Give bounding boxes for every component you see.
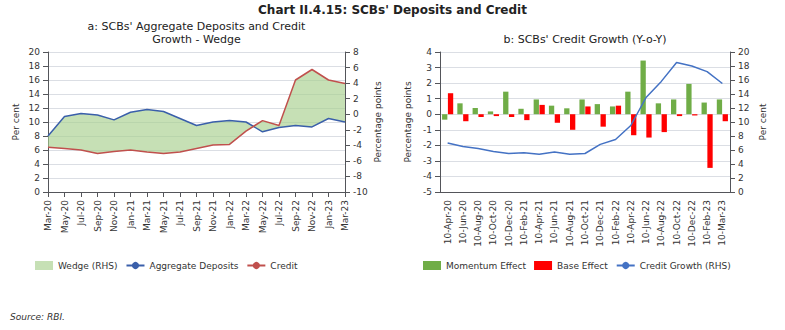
svg-text:4: 4: [738, 159, 744, 169]
svg-text:Wedge (RHS): Wedge (RHS): [58, 261, 118, 271]
svg-text:10-Oct-21: 10-Oct-21: [580, 200, 590, 245]
svg-text:8: 8: [353, 47, 359, 57]
svg-text:May-20: May-20: [60, 200, 70, 233]
svg-text:10-Apr-21: 10-Apr-21: [534, 200, 544, 244]
svg-text:6: 6: [34, 145, 40, 155]
svg-text:Credit: Credit: [270, 261, 298, 271]
svg-text:0: 0: [353, 109, 359, 119]
svg-text:Sep-21: Sep-21: [192, 200, 202, 232]
svg-text:10-Feb-22: 10-Feb-22: [611, 200, 621, 245]
svg-text:Nov-20: Nov-20: [109, 200, 119, 232]
svg-text:16: 16: [738, 75, 750, 85]
svg-text:12: 12: [738, 103, 749, 113]
svg-text:12: 12: [29, 103, 40, 113]
svg-text:2: 2: [426, 78, 432, 88]
svg-text:8: 8: [34, 131, 40, 141]
svg-text:-4: -4: [423, 171, 432, 181]
svg-text:10-Aug-20: 10-Aug-20: [473, 200, 483, 247]
svg-text:14: 14: [29, 89, 41, 99]
svg-text:4: 4: [353, 78, 359, 88]
svg-text:10-Oct-22: 10-Oct-22: [672, 200, 682, 245]
svg-text:10-Jun-22: 10-Jun-22: [641, 200, 651, 244]
svg-text:20: 20: [29, 47, 41, 57]
svg-text:10-Aug-22: 10-Aug-22: [656, 200, 666, 247]
svg-text:Jul-21: Jul-21: [175, 200, 185, 227]
svg-text:-8: -8: [353, 171, 362, 181]
svg-text:May-22: May-22: [258, 200, 268, 233]
svg-text:Mar-20: Mar-20: [43, 200, 53, 231]
svg-text:10-Jun-20: 10-Jun-20: [458, 200, 468, 244]
svg-text:2: 2: [738, 173, 744, 183]
svg-text:20: 20: [738, 47, 750, 57]
svg-text:b: SCBs' Credit Growth (Y-o-Y): b: SCBs' Credit Growth (Y-o-Y): [503, 33, 666, 46]
svg-text:18: 18: [29, 61, 41, 71]
svg-text:Growth - Wedge: Growth - Wedge: [152, 33, 241, 46]
svg-text:Sep-20: Sep-20: [93, 200, 103, 232]
svg-text:4: 4: [426, 47, 432, 57]
svg-text:-10: -10: [353, 187, 368, 197]
svg-text:-1: -1: [423, 125, 432, 135]
svg-text:10-Apr-22: 10-Apr-22: [626, 200, 636, 244]
svg-text:Nov-22: Nov-22: [307, 200, 317, 232]
svg-text:16: 16: [29, 75, 41, 85]
svg-text:Percentage points: Percentage points: [403, 81, 413, 162]
svg-text:Aggregate Deposits: Aggregate Deposits: [149, 261, 238, 271]
svg-text:Base Effect: Base Effect: [557, 261, 608, 271]
svg-text:Sep-22: Sep-22: [291, 200, 301, 232]
svg-text:Jan-22: Jan-22: [225, 200, 235, 230]
svg-text:10-Dec-21: 10-Dec-21: [595, 200, 605, 247]
svg-text:Mar-22: Mar-22: [241, 200, 251, 231]
svg-text:10-Feb-21: 10-Feb-21: [519, 200, 529, 245]
svg-text:10-Dec-20: 10-Dec-20: [504, 200, 514, 247]
svg-text:Jan-21: Jan-21: [126, 200, 136, 230]
svg-text:Source: RBI.: Source: RBI.: [10, 312, 65, 322]
svg-text:0: 0: [738, 187, 744, 197]
svg-text:Credit Growth (RHS): Credit Growth (RHS): [640, 261, 731, 271]
svg-text:Mar-23: Mar-23: [340, 200, 350, 231]
svg-text:10: 10: [29, 117, 41, 127]
svg-text:-5: -5: [423, 187, 432, 197]
svg-text:14: 14: [738, 89, 750, 99]
svg-text:-2: -2: [423, 140, 432, 150]
svg-text:-2: -2: [353, 125, 362, 135]
svg-text:0: 0: [34, 187, 40, 197]
svg-text:8: 8: [738, 131, 744, 141]
svg-text:Percentage points: Percentage points: [373, 81, 383, 162]
svg-text:6: 6: [738, 145, 744, 155]
svg-text:May-21: May-21: [159, 200, 169, 233]
svg-text:-4: -4: [353, 140, 362, 150]
svg-text:18: 18: [738, 61, 750, 71]
svg-text:10-Aug-21: 10-Aug-21: [565, 200, 575, 247]
svg-text:1: 1: [426, 94, 432, 104]
svg-text:10-Apr-20: 10-Apr-20: [443, 200, 453, 244]
svg-text:10-Oct-20: 10-Oct-20: [488, 200, 498, 245]
svg-text:Jan-23: Jan-23: [324, 200, 334, 230]
svg-text:3: 3: [426, 63, 432, 73]
svg-text:10-Feb-23: 10-Feb-23: [702, 200, 712, 245]
svg-text:Per cent: Per cent: [11, 103, 21, 140]
svg-text:6: 6: [353, 63, 359, 73]
svg-text:10-Mar-23: 10-Mar-23: [717, 200, 727, 246]
svg-text:Nov-21: Nov-21: [208, 200, 218, 232]
svg-text:Jul-20: Jul-20: [76, 200, 86, 227]
svg-text:2: 2: [34, 173, 40, 183]
svg-text:2: 2: [353, 94, 359, 104]
svg-text:a: SCBs' Aggregate Deposits an: a: SCBs' Aggregate Deposits and Credit: [88, 20, 306, 33]
svg-text:Chart II.4.15: SCBs' Deposits: Chart II.4.15: SCBs' Deposits and Credit: [258, 3, 527, 17]
svg-text:-3: -3: [423, 156, 432, 166]
svg-text:4: 4: [34, 159, 40, 169]
svg-text:Jul-22: Jul-22: [274, 200, 284, 227]
svg-text:10-Dec-22: 10-Dec-22: [687, 200, 697, 247]
svg-text:10: 10: [738, 117, 750, 127]
svg-text:0: 0: [426, 109, 432, 119]
svg-text:Mar-21: Mar-21: [142, 200, 152, 231]
svg-text:-6: -6: [353, 156, 362, 166]
svg-text:Momentum Effect: Momentum Effect: [446, 261, 527, 271]
svg-text:10-Jun-21: 10-Jun-21: [549, 200, 559, 244]
svg-text:Per cent: Per cent: [758, 103, 768, 140]
